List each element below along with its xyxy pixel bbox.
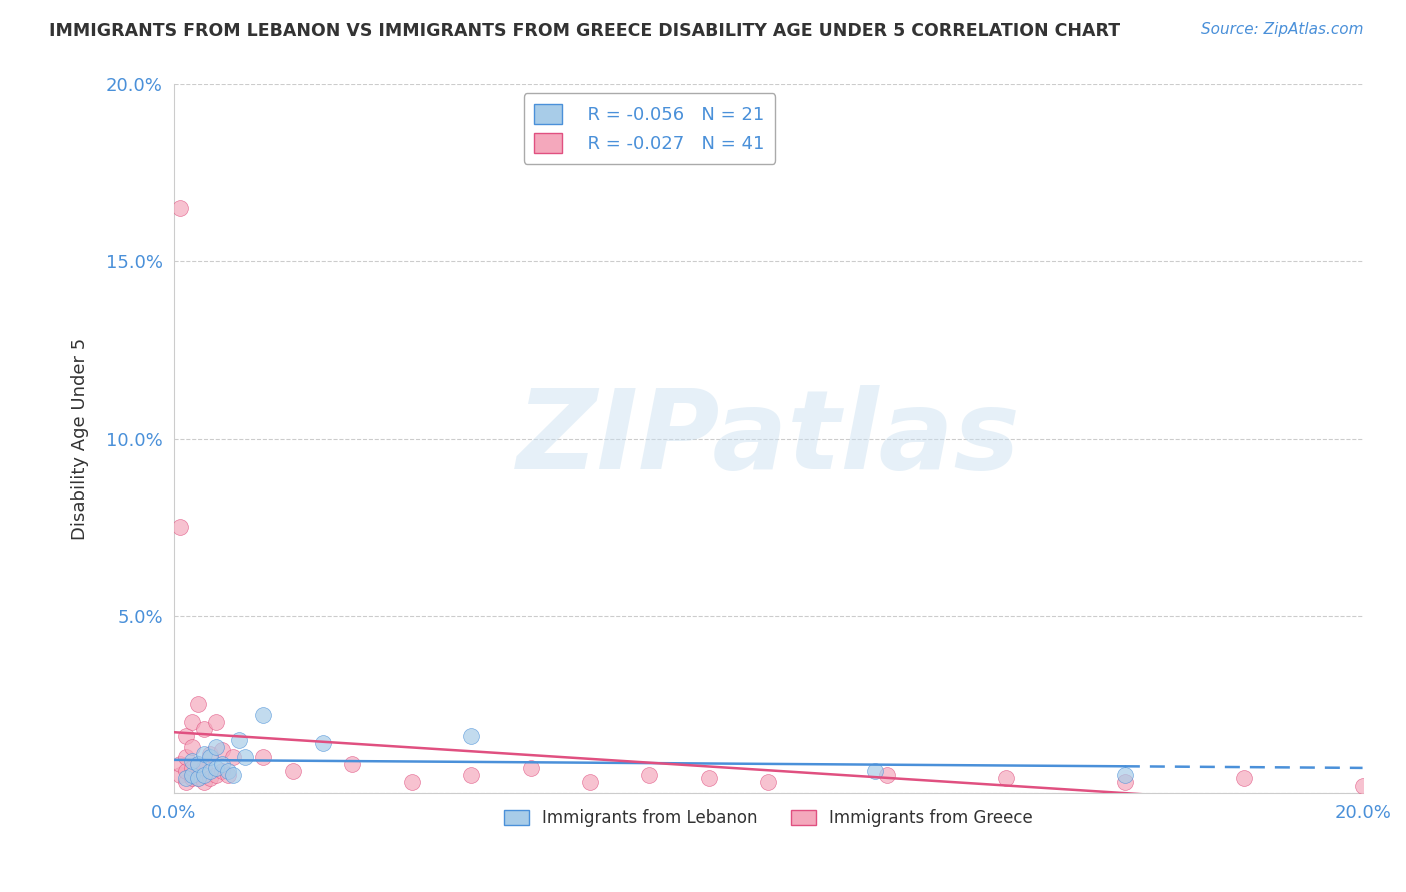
Point: [697, 772, 720, 786]
Point: [579, 775, 602, 789]
Text: ZIPatlas: ZIPatlas: [516, 385, 1021, 492]
Point: [169, 768, 191, 782]
Point: [180, 754, 202, 768]
Point: [174, 764, 197, 779]
Point: [187, 757, 209, 772]
Point: [180, 761, 202, 775]
Point: [222, 768, 245, 782]
Point: [876, 768, 898, 782]
Point: [174, 729, 197, 743]
Point: [865, 764, 887, 779]
Point: [252, 750, 274, 764]
Point: [460, 768, 482, 782]
Point: [519, 761, 541, 775]
Point: [174, 775, 197, 789]
Point: [217, 768, 239, 782]
Point: [233, 750, 256, 764]
Point: [169, 520, 191, 534]
Point: [193, 747, 215, 761]
Point: [180, 739, 202, 754]
Point: [1114, 768, 1136, 782]
Point: [193, 775, 215, 789]
Point: [1351, 779, 1374, 793]
Point: [228, 732, 250, 747]
Point: [180, 714, 202, 729]
Legend: Immigrants from Lebanon, Immigrants from Greece: Immigrants from Lebanon, Immigrants from…: [496, 803, 1039, 834]
Point: [198, 764, 221, 779]
Point: [180, 772, 202, 786]
Point: [222, 750, 245, 764]
Point: [217, 764, 239, 779]
Point: [187, 772, 209, 786]
Point: [204, 714, 226, 729]
Point: [204, 768, 226, 782]
Point: [1233, 772, 1256, 786]
Point: [342, 757, 364, 772]
Y-axis label: Disability Age Under 5: Disability Age Under 5: [72, 337, 89, 540]
Point: [193, 768, 215, 782]
Point: [211, 764, 233, 779]
Point: [174, 750, 197, 764]
Point: [281, 764, 304, 779]
Point: [401, 775, 423, 789]
Point: [180, 768, 202, 782]
Point: [174, 772, 197, 786]
Point: [460, 729, 482, 743]
Point: [311, 736, 333, 750]
Text: IMMIGRANTS FROM LEBANON VS IMMIGRANTS FROM GREECE DISABILITY AGE UNDER 5 CORRELA: IMMIGRANTS FROM LEBANON VS IMMIGRANTS FR…: [49, 22, 1121, 40]
Point: [193, 761, 215, 775]
Point: [204, 739, 226, 754]
Point: [1114, 775, 1136, 789]
Point: [211, 743, 233, 757]
Point: [169, 202, 191, 216]
Point: [211, 757, 233, 772]
Point: [187, 772, 209, 786]
Text: Source: ZipAtlas.com: Source: ZipAtlas.com: [1201, 22, 1364, 37]
Point: [204, 761, 226, 775]
Point: [187, 757, 209, 772]
Point: [198, 772, 221, 786]
Point: [995, 772, 1018, 786]
Point: [187, 697, 209, 711]
Point: [252, 707, 274, 722]
Point: [638, 768, 661, 782]
Point: [198, 747, 221, 761]
Point: [169, 757, 191, 772]
Point: [193, 722, 215, 736]
Point: [756, 775, 779, 789]
Point: [198, 750, 221, 764]
